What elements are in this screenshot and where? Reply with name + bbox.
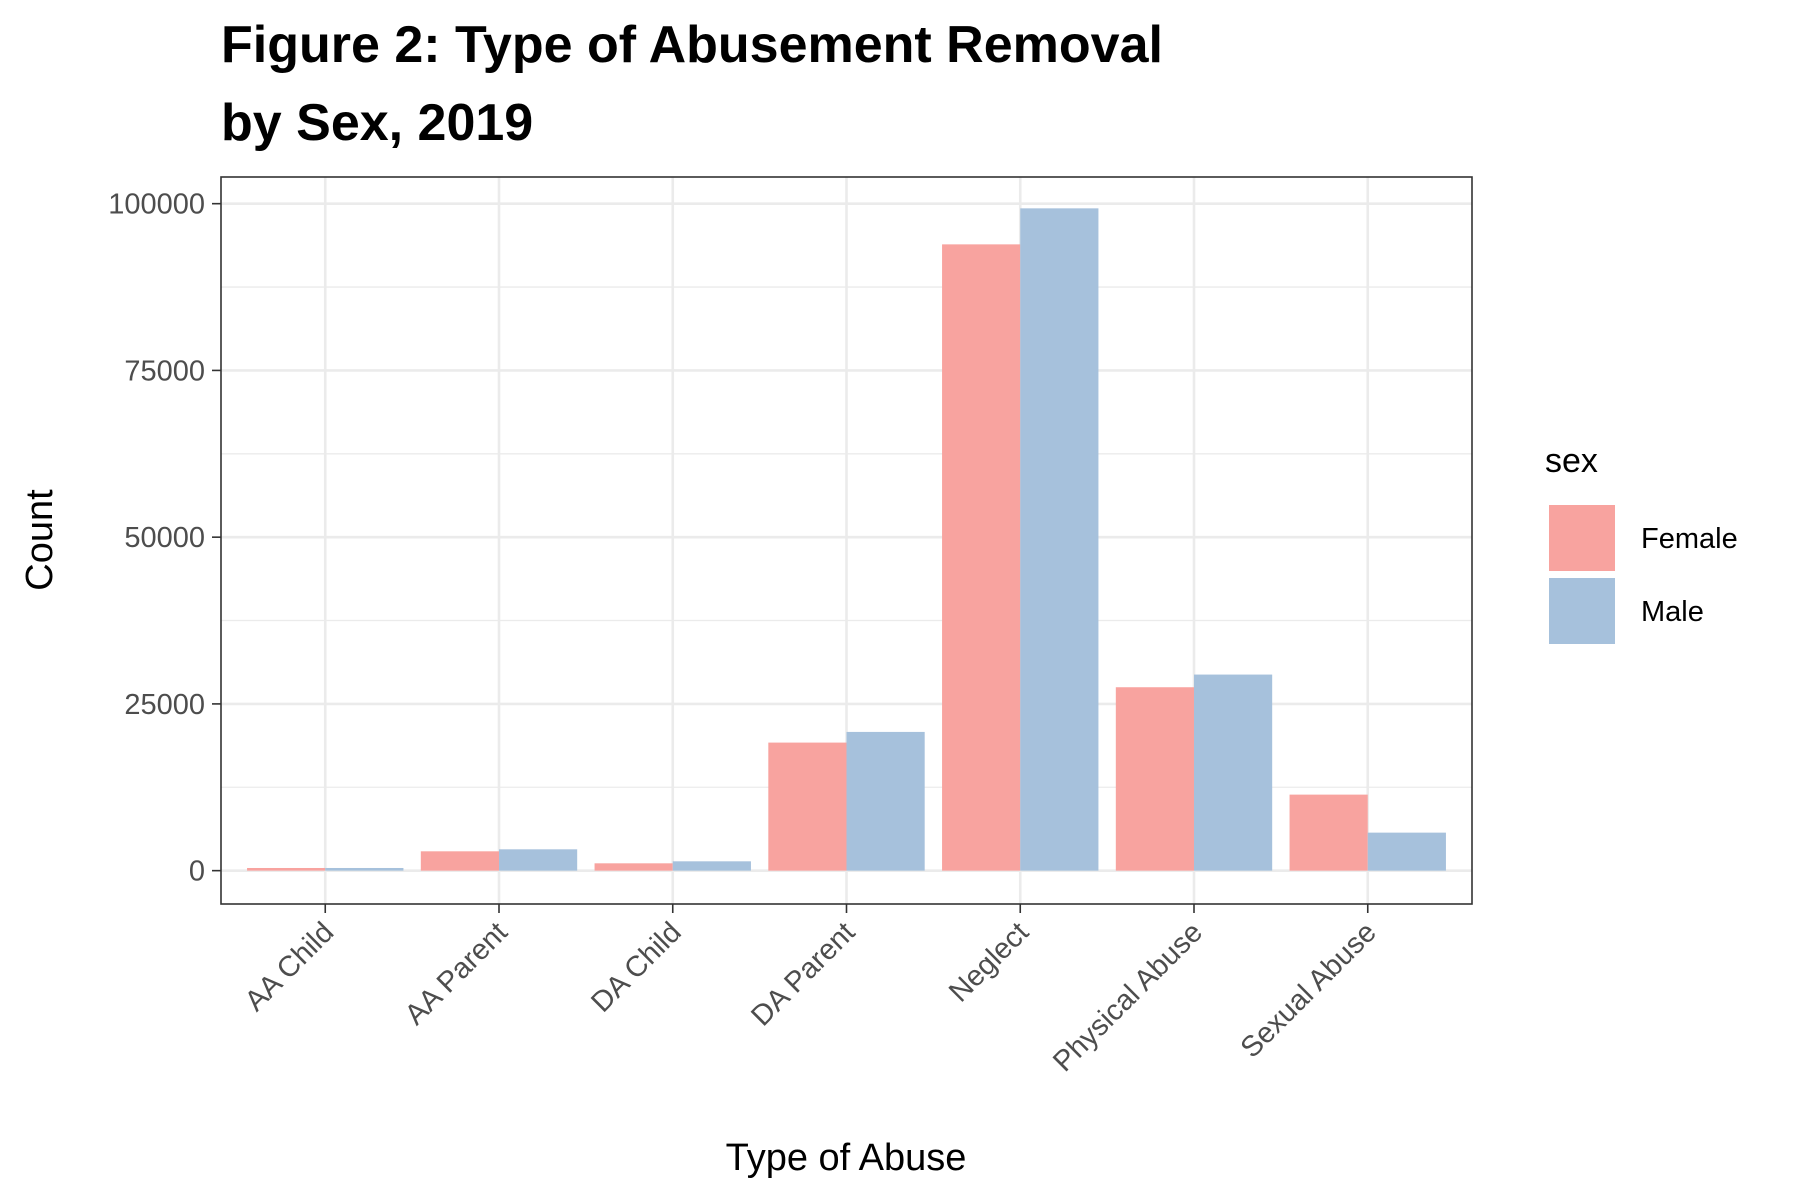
bar-male-sexual-abuse	[1367, 832, 1446, 871]
chart-title-line-2: by Sex, 2019	[221, 94, 533, 152]
x-tick-label: AA Child	[239, 916, 340, 1017]
plot-panel	[220, 176, 1473, 905]
y-tick-label: 0	[189, 856, 205, 888]
x-tick-label: DA Parent	[745, 916, 861, 1032]
bar-female-neglect	[942, 244, 1021, 871]
y-axis: 0 25000 50000 75000 100000	[108, 189, 221, 888]
bar-female-physical-abuse	[1115, 687, 1194, 871]
x-tick-label: Physical Abuse	[1047, 916, 1209, 1078]
y-axis-title: Count	[19, 489, 61, 591]
y-tick-label: 50000	[124, 522, 205, 554]
legend: sex Female Male	[1545, 442, 1738, 644]
legend-label-female: Female	[1641, 523, 1738, 555]
bar-female-aa-child	[247, 867, 326, 871]
bar-male-physical-abuse	[1194, 674, 1273, 871]
y-tick-label: 25000	[124, 689, 205, 721]
bar-female-aa-parent	[420, 851, 499, 871]
legend-title: sex	[1545, 442, 1598, 480]
x-tick-label: Neglect	[943, 916, 1035, 1008]
bar-male-aa-parent	[499, 849, 578, 871]
bar-female-da-parent	[768, 742, 847, 871]
y-tick-label: 75000	[124, 355, 205, 387]
bars	[247, 208, 1446, 871]
bar-female-da-child	[594, 863, 673, 871]
legend-key-male	[1549, 578, 1615, 644]
y-tick-label: 100000	[108, 189, 205, 221]
bar-male-neglect	[1020, 208, 1099, 871]
x-axis-title: Type of Abuse	[726, 1137, 967, 1179]
bar-male-aa-child	[325, 867, 404, 871]
x-tick-label: DA Child	[585, 916, 687, 1018]
bar-female-sexual-abuse	[1289, 794, 1368, 871]
x-tick-label: AA Parent	[399, 916, 514, 1031]
legend-items: Female Male	[1549, 505, 1738, 644]
bar-male-da-parent	[846, 731, 925, 871]
legend-label-male: Male	[1641, 596, 1704, 628]
bar-male-da-child	[672, 861, 751, 871]
legend-key-female	[1549, 505, 1615, 571]
x-tick-label: Sexual Abuse	[1235, 916, 1383, 1064]
chart-title-line-1: Figure 2: Type of Abusement Removal	[221, 16, 1163, 74]
x-axis: AA Child AA Parent DA Child DA Parent Neglec…	[239, 904, 1383, 1078]
